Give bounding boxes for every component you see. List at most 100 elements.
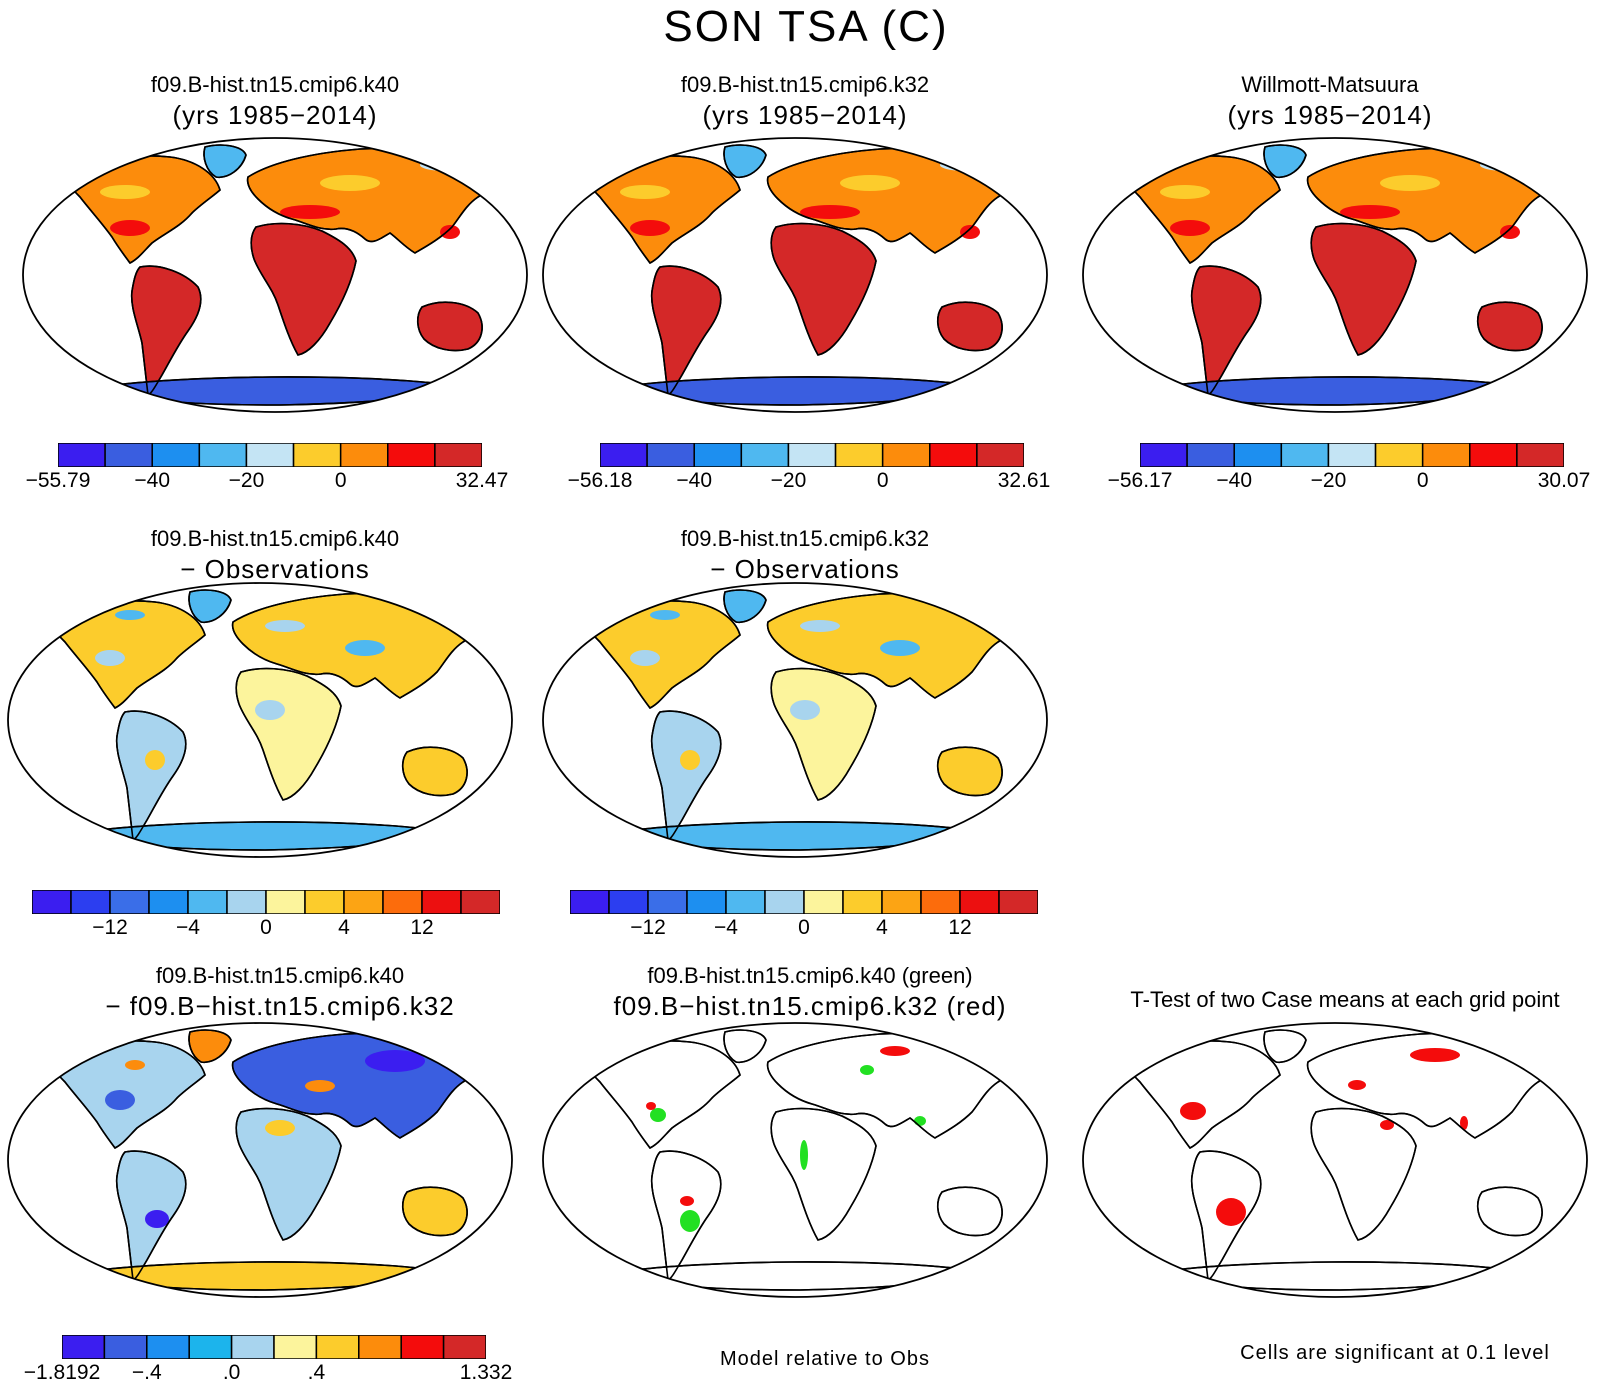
colorbar-panel4: −12 −4 0 4 12 (32, 890, 500, 939)
panel8-title: T-Test of two Case means at each grid po… (1130, 987, 1560, 1012)
field-patch (1180, 1102, 1206, 1120)
colorbar-panel6: −1.8192 −.4 .0 .4 1.332 (24, 1335, 512, 1384)
field-patch (100, 185, 150, 199)
coastline-greenland (188, 1029, 232, 1064)
field-patch (800, 620, 840, 632)
continent-samerica (130, 265, 202, 397)
coastline-africa (770, 222, 877, 356)
map-panel-significance-two-cases (542, 1022, 1048, 1298)
colorbar-tick-label: 0 (1416, 469, 1429, 492)
field-patch (1160, 185, 1210, 199)
colorbar-tick-label: −.4 (131, 1361, 162, 1384)
colorbar-tick-label: 12 (410, 916, 434, 939)
coastline-australia (936, 1186, 1003, 1237)
colorbar-panel3: −56.17 −40 −20 0 30.07 (1108, 443, 1590, 492)
coastline-australia (936, 746, 1003, 797)
field-patch (680, 1210, 700, 1232)
colorbar-swatches (62, 1335, 486, 1359)
field-patch (800, 205, 860, 219)
coastline-greenland (188, 589, 232, 624)
coastline-greenland (1263, 1029, 1307, 1064)
colorbar-tick-label: −20 (770, 469, 807, 492)
field-patch (1460, 1116, 1468, 1130)
colorbar-swatch (146, 1335, 190, 1359)
coastline-australia (416, 301, 483, 352)
panel6-title: f09.B-hist.tn15.cmip6.k40 (155, 963, 405, 988)
map-panel-case-difference (7, 1022, 513, 1298)
coastline-africa (235, 667, 342, 801)
colorbar-swatch (976, 443, 1024, 467)
footer-significance: Cells are significant at 0.1 level (1240, 1342, 1550, 1364)
map-border (542, 137, 1048, 413)
colorbar-swatch (803, 890, 844, 914)
colorbar-swatch (842, 890, 883, 914)
colorbar-tick-label: −40 (676, 469, 713, 492)
colorbar-swatch (600, 443, 648, 467)
colorbar-tick-label: −4 (176, 916, 200, 939)
colorbar-tick-label: 0 (260, 916, 272, 939)
colorbar-swatch (998, 890, 1038, 914)
colorbar-tick-label: 32.47 (455, 469, 509, 492)
panel5-title: f09.B-hist.tn15.cmip6.k32 (680, 526, 930, 551)
coastline-samerica (1190, 265, 1262, 397)
colorbar-swatch (339, 443, 389, 467)
coastline-greenland (1263, 144, 1307, 179)
field-patch (680, 750, 700, 770)
continent-africa (770, 667, 877, 801)
colorbar-tick-label: 32.61 (997, 469, 1051, 492)
colorbar-tick-label: −56.18 (567, 469, 633, 492)
field-patch (1340, 205, 1400, 219)
colorbar-swatch (434, 443, 482, 467)
colorbar-tick-label: 0 (334, 469, 347, 492)
panel3-title: Willmott-Matsuura (1241, 72, 1419, 97)
field-patch (800, 1140, 808, 1170)
field-patch (1216, 1198, 1246, 1226)
map-border (22, 137, 528, 413)
colorbar-swatch (1233, 443, 1283, 467)
field-patch (255, 700, 285, 720)
colorbar-swatch (315, 1335, 360, 1359)
colorbar-tick-label: 12 (948, 916, 972, 939)
field-patch (630, 650, 660, 666)
colorbar-swatch (1469, 443, 1518, 467)
coastline-namerica (1126, 1040, 1281, 1150)
continent-samerica (650, 265, 722, 397)
panel6-subtitle: − f09.B−hist.tn15.cmip6.k32 (105, 991, 455, 1021)
field-patch (305, 1080, 335, 1092)
coastline-greenland (203, 144, 247, 179)
coastline-australia (401, 746, 468, 797)
field-patch (650, 610, 680, 620)
map-border (7, 582, 513, 858)
field-patch (345, 640, 385, 656)
field-patch (914, 1116, 926, 1126)
colorbar-tick-label: .0 (222, 1361, 241, 1384)
field-patch (365, 1050, 425, 1072)
coastline-samerica (650, 265, 722, 397)
colorbar-tick-label: 1.332 (459, 1361, 513, 1384)
coastline-samerica (650, 1150, 722, 1282)
coastline-greenland (723, 1029, 767, 1064)
colorbar-tick-label: .4 (307, 1361, 326, 1384)
colorbar-swatches (58, 443, 482, 467)
panel1-title: f09.B-hist.tn15.cmip6.k40 (150, 72, 400, 97)
field-patch (125, 1060, 145, 1070)
continent-africa (770, 222, 877, 356)
coastline-africa (250, 222, 357, 356)
colorbar-tick-label: 0 (876, 469, 889, 492)
field-patch (265, 620, 305, 632)
field-patch (646, 1102, 656, 1110)
colorbar-swatch (58, 443, 106, 467)
coastline-samerica (115, 1150, 187, 1282)
panel5-subtitle: − Observations (710, 554, 900, 584)
continent-samerica (1190, 265, 1262, 397)
field-patch (145, 1210, 169, 1228)
coastline-samerica (1190, 1150, 1262, 1282)
colorbar-swatches (600, 443, 1024, 467)
field-patch (320, 175, 380, 191)
colorbar-tick-label: −20 (228, 469, 265, 492)
panel7-subtitle: f09.B−hist.tn15.cmip6.k32 (red) (613, 991, 1007, 1021)
coastline-namerica (51, 1040, 206, 1150)
colorbar-swatch (460, 890, 500, 914)
map-panel-obs (1082, 137, 1588, 413)
colorbar-swatch (198, 443, 248, 467)
